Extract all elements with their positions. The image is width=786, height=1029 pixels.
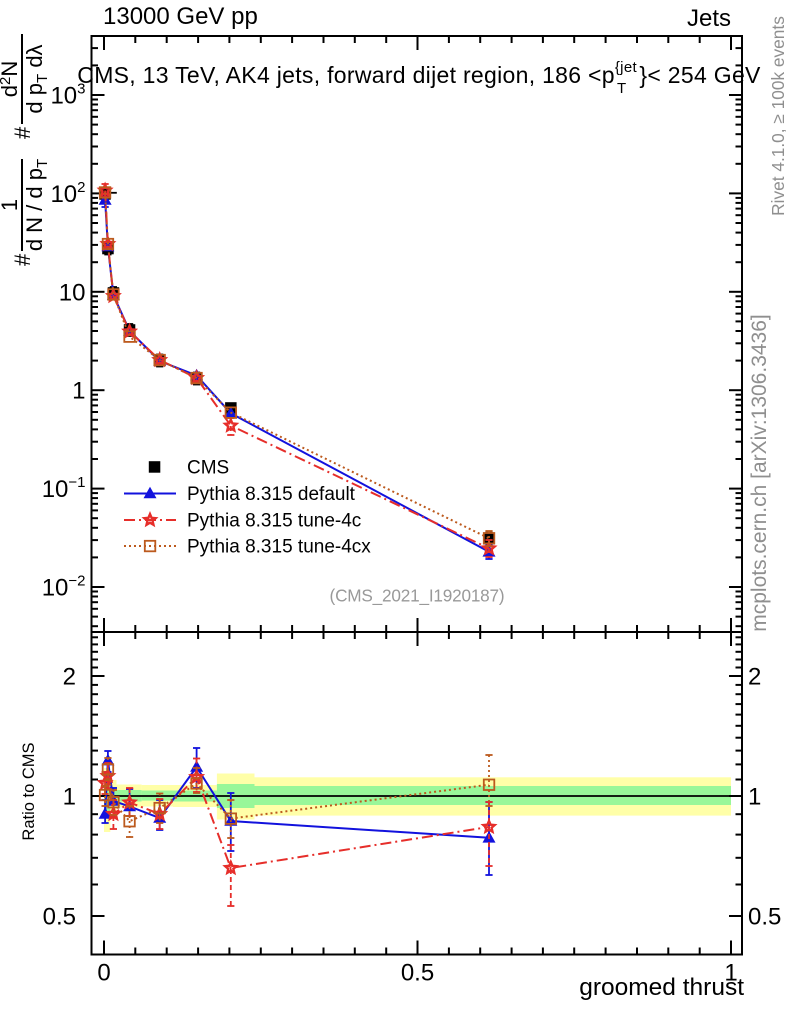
svg-text:1: 1 <box>724 960 737 987</box>
svg-text:1: 1 <box>748 784 761 811</box>
svg-text:Rivet 4.1.0, ≥ 100k events: Rivet 4.1.0, ≥ 100k events <box>768 16 786 216</box>
svg-text:groomed thrust: groomed thrust <box>579 974 744 1001</box>
svg-text:#: # <box>10 253 35 266</box>
svg-text:10: 10 <box>59 279 86 306</box>
svg-text:d2N: d2N <box>0 61 22 97</box>
svg-text:2: 2 <box>748 664 761 691</box>
svg-text:1: 1 <box>0 199 22 211</box>
svg-text:(CMS_2021_I1920187): (CMS_2021_I1920187) <box>330 586 505 606</box>
svg-text:CMS: CMS <box>187 458 229 479</box>
svg-text:10−1: 10−1 <box>42 474 86 503</box>
svg-text:13000 GeV pp: 13000 GeV pp <box>103 3 258 30</box>
svg-text:d N / d pT: d N / d pT <box>22 159 51 251</box>
svg-text:0: 0 <box>97 960 110 987</box>
svg-text:mcplots.cern.ch [arXiv:1306.34: mcplots.cern.ch [arXiv:1306.3436] <box>748 314 771 632</box>
svg-text:d pT dλ: d pT dλ <box>22 44 51 113</box>
svg-text:1: 1 <box>63 784 76 811</box>
svg-text:Pythia 8.315 tune-4cx: Pythia 8.315 tune-4cx <box>187 537 371 558</box>
svg-text:Pythia 8.315 tune-4c: Pythia 8.315 tune-4c <box>187 511 361 532</box>
svg-text:1: 1 <box>72 378 85 405</box>
svg-text:Ratio to CMS: Ratio to CMS <box>20 742 38 840</box>
svg-text:0.5: 0.5 <box>43 904 76 931</box>
svg-text:2: 2 <box>63 664 76 691</box>
svg-text:Pythia 8.315 default: Pythia 8.315 default <box>187 484 356 505</box>
svg-text:Jets: Jets <box>687 5 731 32</box>
svg-text:#: # <box>10 126 35 139</box>
svg-text:0.5: 0.5 <box>748 904 781 931</box>
svg-text:10−2: 10−2 <box>42 573 86 602</box>
svg-text:0.5: 0.5 <box>401 960 434 987</box>
